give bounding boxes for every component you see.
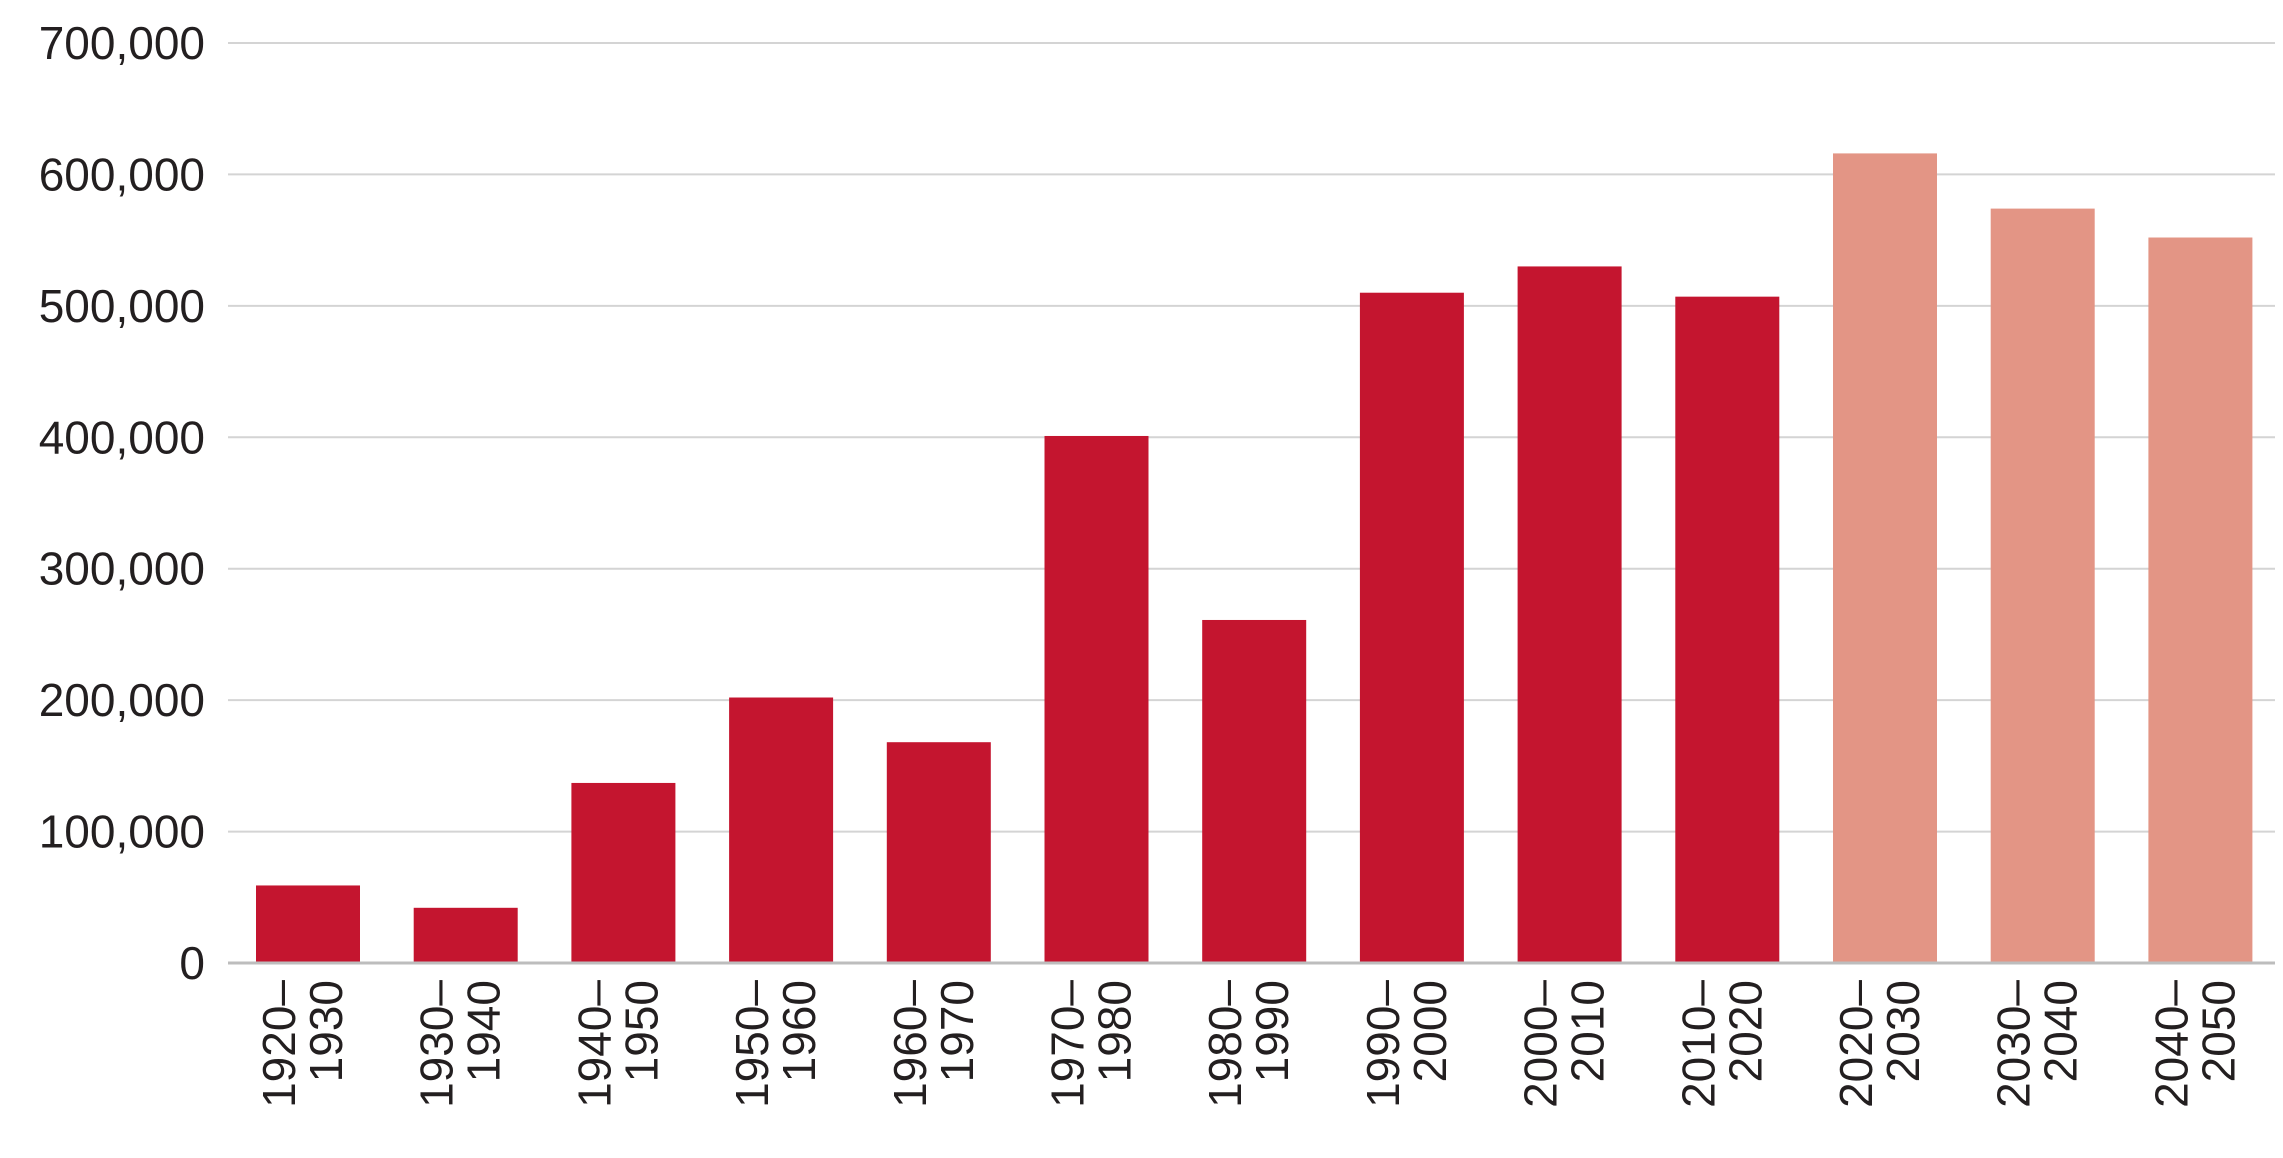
x-tick-label: 2030 bbox=[1877, 980, 1929, 1082]
bar bbox=[2148, 237, 2253, 963]
bar bbox=[1202, 619, 1307, 963]
x-axis-tick-labels: 1920–1930 1930–1940 1940–1950 1950–1960 1960… bbox=[253, 980, 2244, 1108]
x-tick-label: 2030– bbox=[1988, 980, 2040, 1108]
y-tick-label: 500,000 bbox=[39, 280, 205, 332]
x-tick-label: 2020– bbox=[1830, 980, 1882, 1108]
y-tick-label: 400,000 bbox=[39, 411, 205, 463]
bar bbox=[571, 782, 676, 963]
x-tick-label: 1970 bbox=[931, 980, 983, 1082]
y-tick-label: 100,000 bbox=[39, 806, 205, 858]
x-tick-label: 2040– bbox=[2145, 980, 2197, 1108]
x-tick-label: 2020 bbox=[1719, 980, 1771, 1082]
x-tick-label: 2010 bbox=[1562, 980, 1614, 1082]
x-tick-label: 2050 bbox=[2192, 980, 2244, 1082]
x-tick-label: 2000 bbox=[1404, 980, 1456, 1082]
bar bbox=[256, 885, 360, 963]
bar bbox=[1044, 435, 1149, 963]
bar bbox=[1675, 296, 1780, 964]
x-tick-label: 2000– bbox=[1515, 980, 1567, 1108]
x-tick-label: 1950– bbox=[726, 980, 778, 1108]
x-tick-label: 1940– bbox=[568, 980, 620, 1108]
bar bbox=[886, 742, 991, 963]
bar bbox=[413, 907, 518, 963]
x-tick-label: 2010– bbox=[1672, 980, 1724, 1108]
x-tick-label: 1920– bbox=[253, 980, 305, 1108]
bar bbox=[1833, 153, 1937, 963]
x-tick-label: 2040 bbox=[2035, 980, 2087, 1082]
y-tick-label: 600,000 bbox=[39, 148, 205, 200]
y-axis-tick-labels: 0 100,000 200,000 300,000 400,000 500,000 600,… bbox=[39, 17, 205, 989]
bar bbox=[729, 697, 834, 963]
x-tick-label: 1990 bbox=[1246, 980, 1298, 1082]
x-tick-label: 1970– bbox=[1042, 980, 1094, 1108]
x-tick-label: 1950 bbox=[615, 980, 667, 1082]
y-tick-label: 300,000 bbox=[39, 543, 205, 595]
x-tick-label: 1990– bbox=[1357, 980, 1409, 1108]
x-tick-label: 1980 bbox=[1089, 980, 1141, 1082]
gridlines bbox=[228, 42, 2275, 833]
bar bbox=[1359, 292, 1464, 963]
x-tick-label: 1930– bbox=[411, 980, 463, 1108]
x-tick-label: 1980– bbox=[1199, 980, 1251, 1108]
x-tick-label: 1960 bbox=[773, 980, 825, 1082]
bar bbox=[1517, 266, 1622, 963]
bars bbox=[256, 153, 2253, 964]
y-tick-label: 0 bbox=[179, 937, 205, 989]
x-tick-label: 1940 bbox=[458, 980, 510, 1082]
x-tick-label: 1930 bbox=[300, 980, 352, 1082]
bar bbox=[1990, 208, 2095, 964]
x-tick-label: 1960– bbox=[884, 980, 936, 1108]
y-tick-label: 200,000 bbox=[39, 674, 205, 726]
y-tick-label: 700,000 bbox=[39, 17, 205, 69]
